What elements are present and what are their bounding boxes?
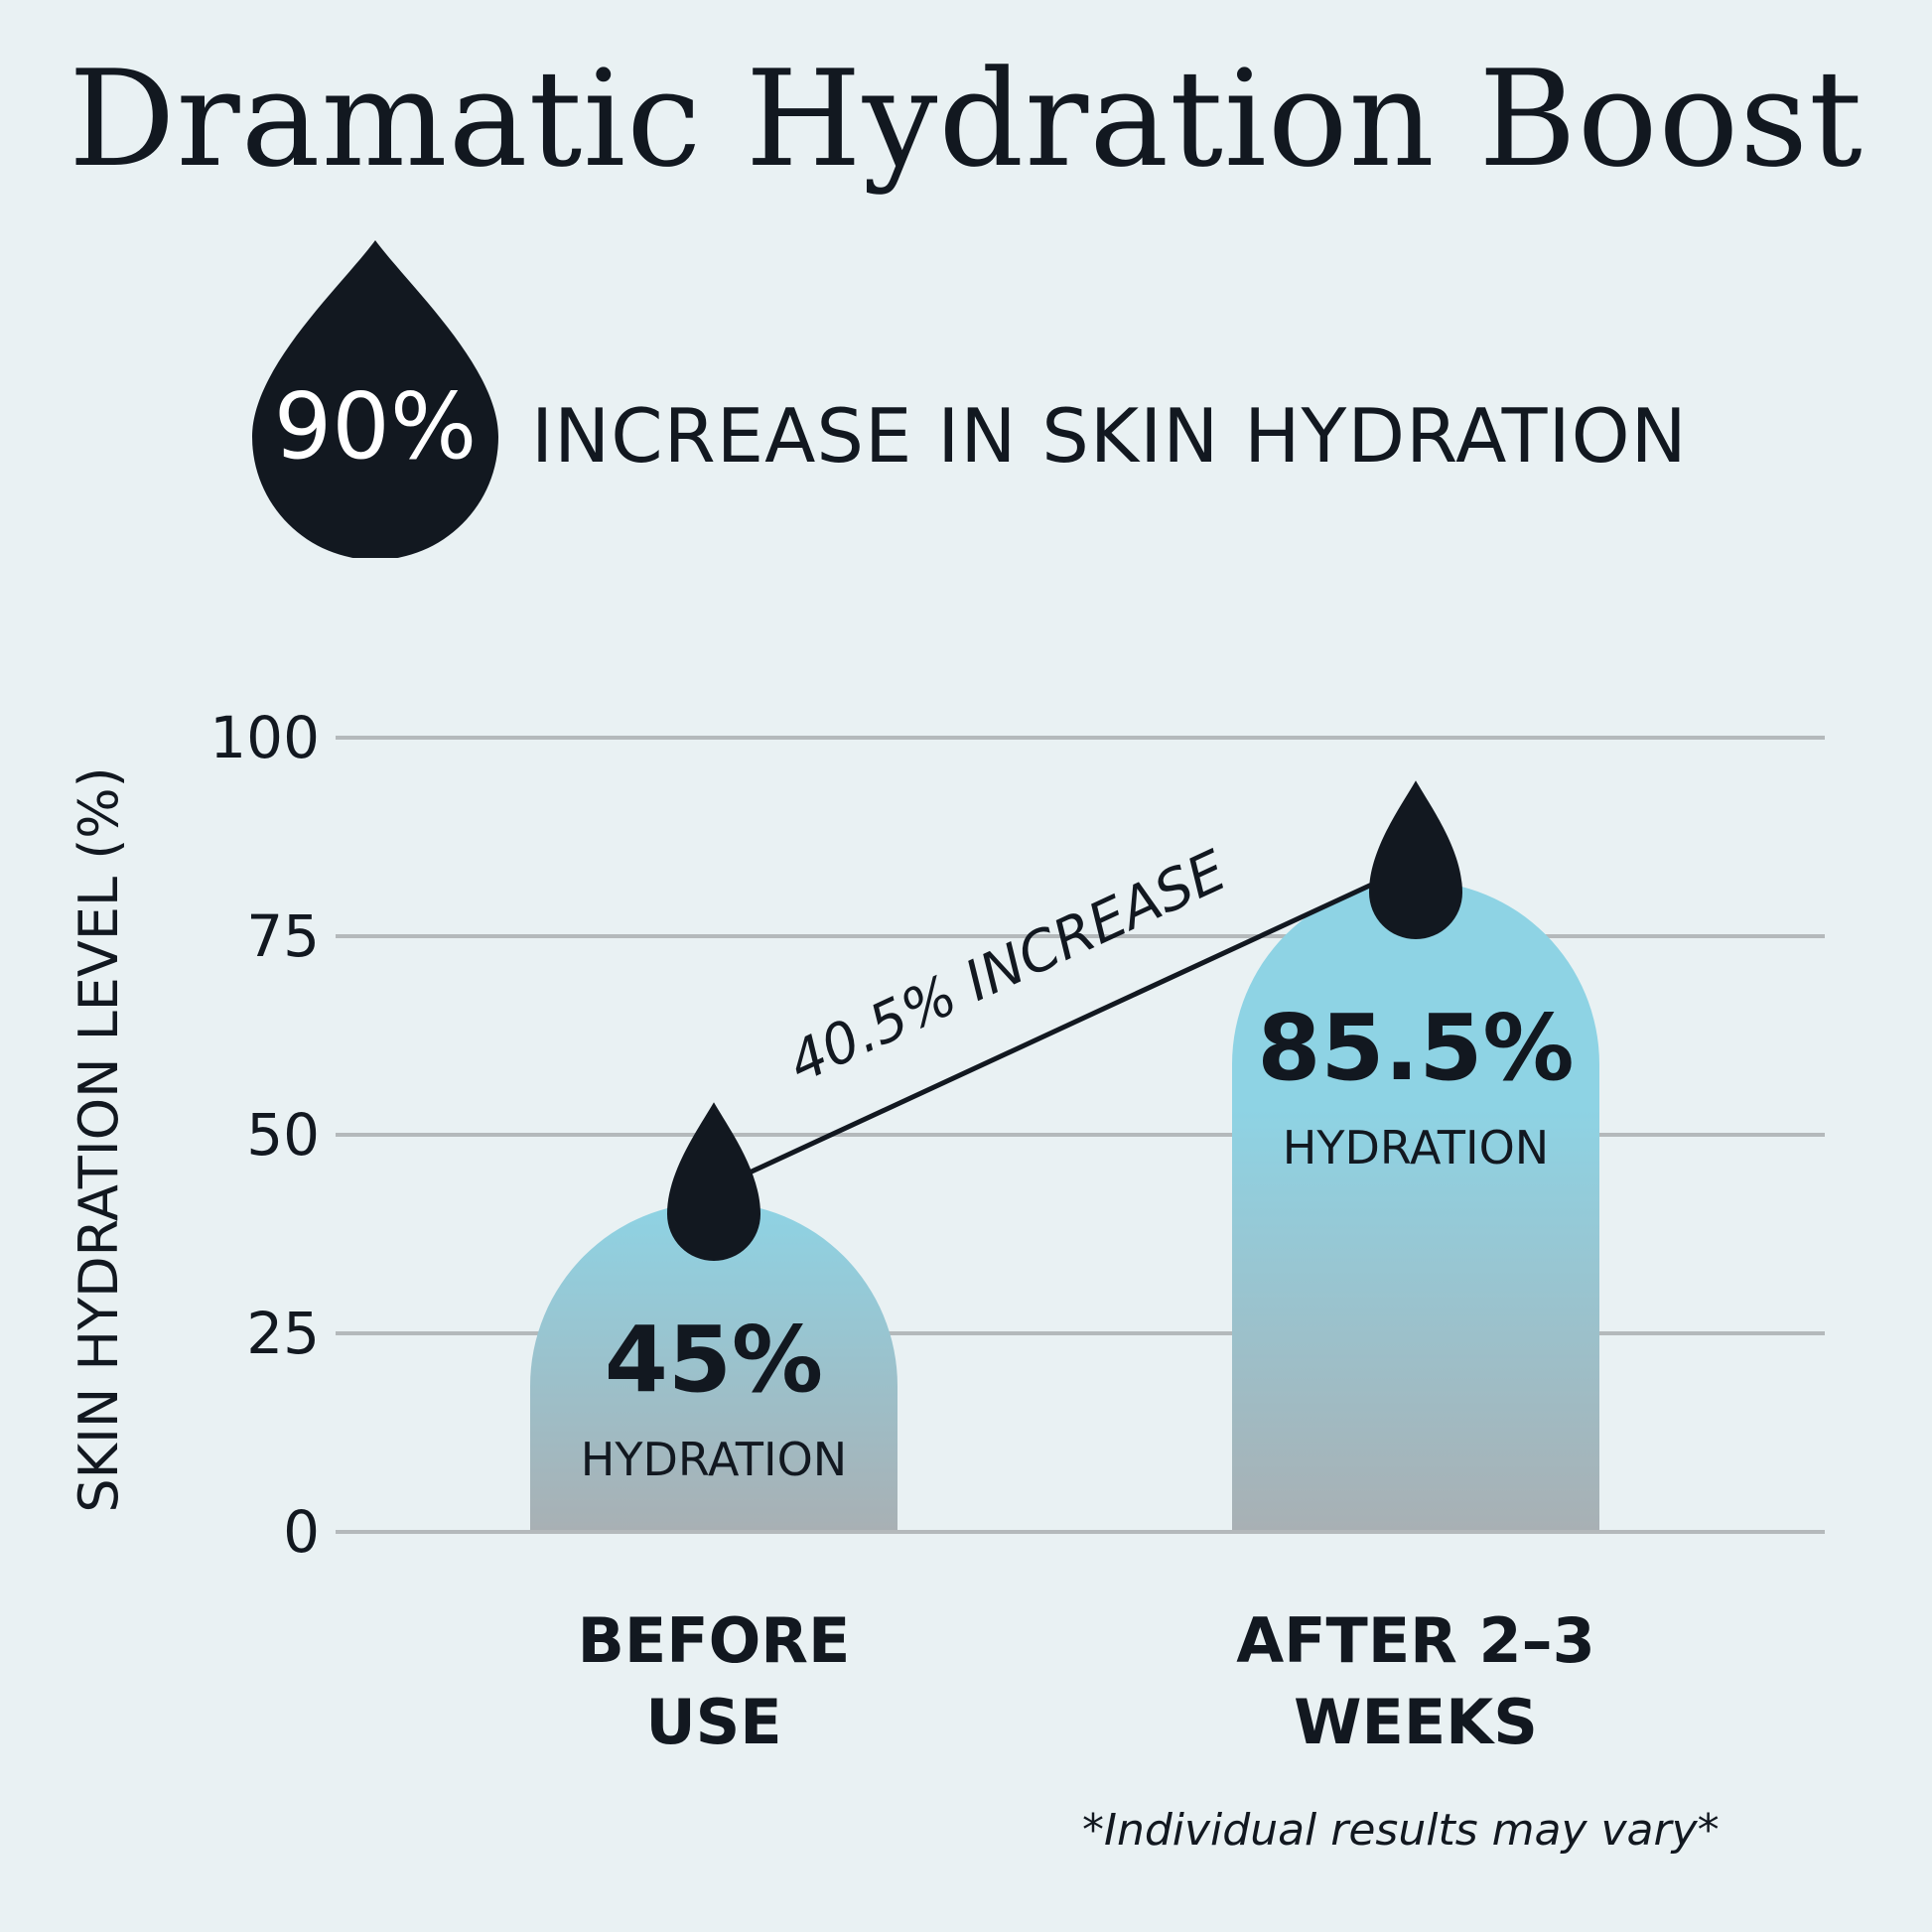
x-category-label: AFTER 2–3 WEEKS bbox=[1236, 1604, 1595, 1758]
water-drop-icon bbox=[667, 1102, 760, 1261]
y-tick-label: 75 bbox=[246, 902, 320, 970]
increase-line bbox=[722, 880, 1378, 1187]
page-title: Dramatic Hydration Boost bbox=[69, 42, 1863, 197]
bar-value-label: 45% bbox=[605, 1307, 823, 1413]
water-drop-icon bbox=[252, 240, 498, 558]
footnote: *Individual results may vary* bbox=[1082, 1805, 1720, 1856]
bar bbox=[1232, 881, 1599, 1532]
water-drop-icon bbox=[1369, 780, 1462, 939]
increase-annotation: 40.5% INCREASE bbox=[779, 838, 1237, 1095]
bar-value-sublabel: HYDRATION bbox=[1283, 1121, 1549, 1174]
bar bbox=[530, 1202, 897, 1532]
headline-text: INCREASE IN SKIN HYDRATION bbox=[531, 392, 1688, 480]
bar-value-sublabel: HYDRATION bbox=[581, 1433, 847, 1486]
y-tick-label: 50 bbox=[246, 1101, 320, 1169]
y-tick-label: 0 bbox=[283, 1498, 320, 1566]
x-category-label: BEFORE USE bbox=[577, 1604, 851, 1758]
y-tick-label: 25 bbox=[246, 1300, 320, 1367]
headline-percent: 90% bbox=[273, 373, 478, 480]
bar-value-label: 85.5% bbox=[1257, 995, 1574, 1101]
y-tick-label: 100 bbox=[209, 704, 320, 771]
